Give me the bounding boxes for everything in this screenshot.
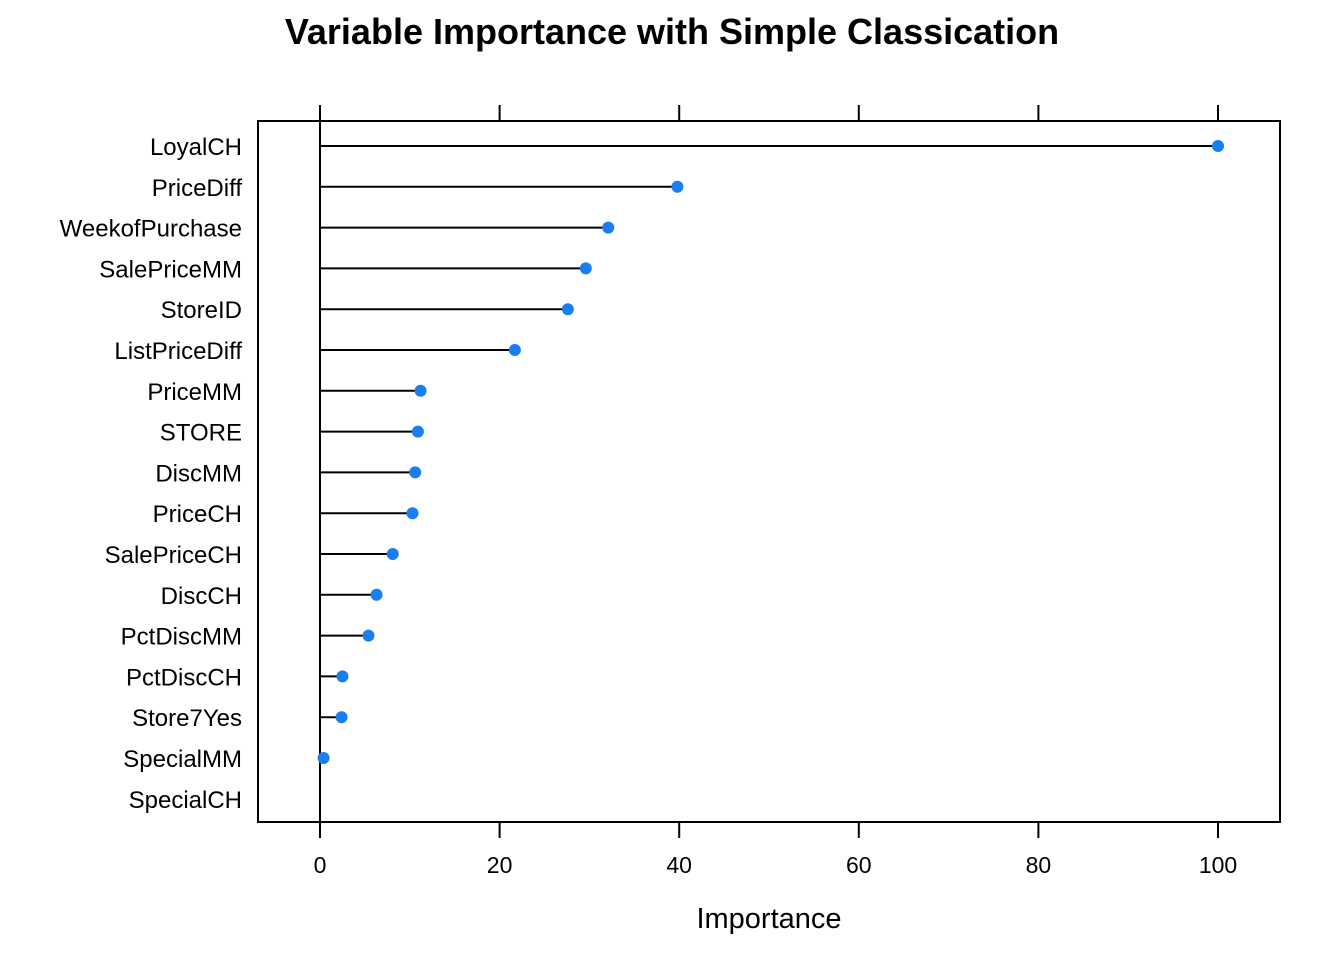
point-pctdiscch bbox=[336, 670, 349, 683]
category-labels: LoyalCH PriceDiff WeekofPurchase SalePriceM… bbox=[60, 134, 243, 814]
plot-frame bbox=[257, 120, 1281, 823]
tick-label-100: 100 bbox=[1199, 852, 1237, 878]
category-label-specialmm: SpecialMM bbox=[123, 746, 242, 773]
category-label-specialch: SpecialCH bbox=[129, 787, 242, 814]
point-loyalch bbox=[1212, 140, 1224, 152]
tick-label-20: 20 bbox=[487, 852, 513, 878]
point-weekofpurchase bbox=[602, 221, 615, 234]
point-pricemm bbox=[414, 384, 427, 397]
x-tick-labels: 0 20 40 60 80 100 bbox=[314, 852, 1238, 878]
tick-label-0: 0 bbox=[314, 852, 327, 878]
category-label-pricemm: PriceMM bbox=[147, 379, 242, 406]
tick-label-40: 40 bbox=[666, 852, 692, 878]
category-label-store7yes: Store7Yes bbox=[132, 705, 242, 732]
importance-points bbox=[317, 140, 1224, 764]
tick-label-80: 80 bbox=[1026, 852, 1052, 878]
point-pricediff bbox=[671, 180, 684, 193]
category-label-pctdiscch: PctDiscCH bbox=[126, 664, 242, 691]
point-store bbox=[411, 425, 424, 438]
tick-label-60: 60 bbox=[846, 852, 872, 878]
category-label-salepricech: SalePriceCH bbox=[105, 542, 242, 569]
point-storeid bbox=[561, 303, 574, 316]
category-label-discch: DiscCH bbox=[161, 583, 242, 610]
point-pricech bbox=[406, 507, 419, 520]
point-discch bbox=[370, 588, 383, 601]
point-salepricech bbox=[386, 548, 399, 560]
category-label-pctdiscmm: PctDiscMM bbox=[121, 624, 242, 651]
bottom-axis-ticks bbox=[319, 822, 1219, 838]
point-discmm bbox=[409, 466, 422, 479]
category-label-store: STORE bbox=[160, 420, 242, 447]
category-label-loyalch: LoyalCH bbox=[150, 134, 242, 161]
x-axis-label: Importance bbox=[696, 903, 841, 935]
category-label-weekofpurchase: WeekofPurchase bbox=[60, 216, 242, 243]
category-label-pricech: PriceCH bbox=[153, 501, 242, 528]
point-store7yes bbox=[335, 711, 348, 724]
chart-title: Variable Importance with Simple Classica… bbox=[285, 11, 1059, 52]
category-label-discmm: DiscMM bbox=[155, 460, 242, 487]
category-label-pricediff: PriceDiff bbox=[152, 175, 243, 202]
importance-stems bbox=[320, 145, 1218, 759]
category-label-storeid: StoreID bbox=[161, 297, 242, 324]
category-label-salepricemm: SalePriceMM bbox=[99, 256, 242, 283]
point-pctdiscmm bbox=[362, 629, 375, 642]
point-specialmm bbox=[317, 752, 330, 764]
point-salepricemm bbox=[579, 262, 592, 275]
category-label-listpricediff: ListPriceDiff bbox=[114, 338, 242, 365]
top-axis-ticks bbox=[319, 105, 1219, 121]
point-listpricediff bbox=[508, 344, 521, 356]
